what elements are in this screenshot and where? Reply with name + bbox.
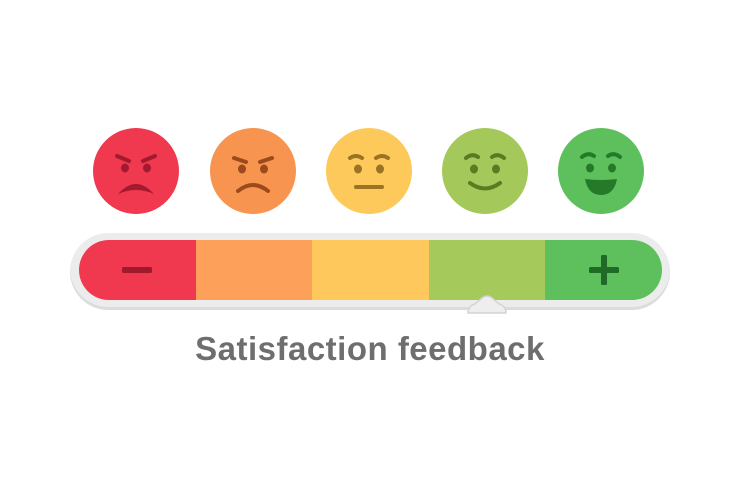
- minus-icon: [122, 267, 153, 273]
- scale-segment-dissatisfied[interactable]: [195, 240, 313, 300]
- happy-face-icon[interactable]: [558, 128, 644, 214]
- scale-segment-very-dissatisfied[interactable]: [79, 240, 196, 300]
- caption-title: Satisfaction feedback: [195, 330, 545, 367]
- rating-scale[interactable]: [79, 240, 662, 300]
- scale-pointer-handle[interactable]: [466, 293, 508, 315]
- scale-segment-satisfied[interactable]: [428, 240, 546, 300]
- smiling-face-icon[interactable]: [442, 128, 528, 214]
- plus-icon: [588, 255, 619, 285]
- neutral-face-icon[interactable]: [326, 128, 412, 214]
- angry-face-icon[interactable]: [210, 128, 296, 214]
- scale-segment-neutral[interactable]: [312, 240, 429, 300]
- very-angry-face-icon[interactable]: [93, 128, 179, 214]
- scale-segment-very-satisfied[interactable]: [545, 240, 662, 300]
